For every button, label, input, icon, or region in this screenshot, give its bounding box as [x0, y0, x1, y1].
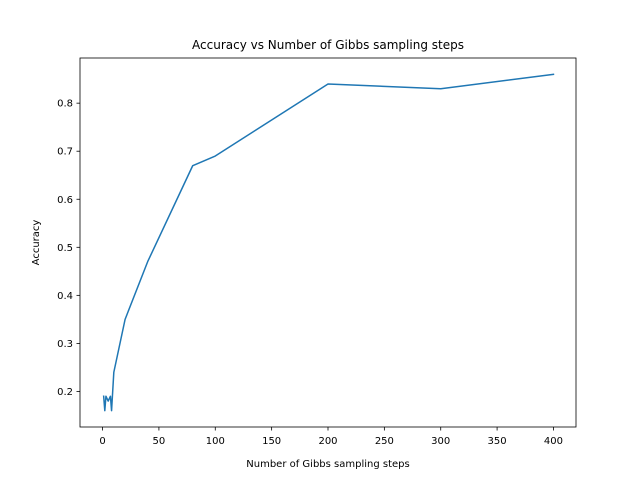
plot-frame	[79, 57, 577, 428]
y-tick-label: 0.5	[57, 243, 73, 254]
x-tick-label: 300	[431, 436, 450, 447]
x-tick-label: 250	[375, 436, 394, 447]
x-tick-label: 200	[318, 436, 337, 447]
y-tick-label: 0.8	[57, 99, 73, 110]
x-tick-label: 400	[544, 436, 563, 447]
x-axis-label: Number of Gibbs sampling steps	[246, 459, 409, 470]
y-tick-label: 0.7	[57, 147, 73, 158]
y-tick-label: 0.4	[57, 291, 73, 302]
y-tick-label: 0.3	[57, 339, 73, 350]
x-tick-label: 50	[153, 436, 166, 447]
series-layer	[102, 73, 555, 412]
y-axis-label: Accuracy	[31, 220, 42, 266]
x-tick-label: 100	[206, 436, 225, 447]
x-tick-label: 0	[99, 436, 105, 447]
y-tick-label: 0.2	[57, 387, 73, 398]
y-tick-label: 0.6	[57, 195, 73, 206]
series-line	[102, 73, 555, 412]
chart-title: Accuracy vs Number of Gibbs sampling ste…	[192, 38, 464, 52]
ticks-layer: 0 50 100 150 200 250 300 350 400 0.2 0.3 0.4 0.5 0.6 0…	[57, 99, 563, 447]
x-tick-label: 150	[262, 436, 281, 447]
x-tick-label: 350	[488, 436, 507, 447]
